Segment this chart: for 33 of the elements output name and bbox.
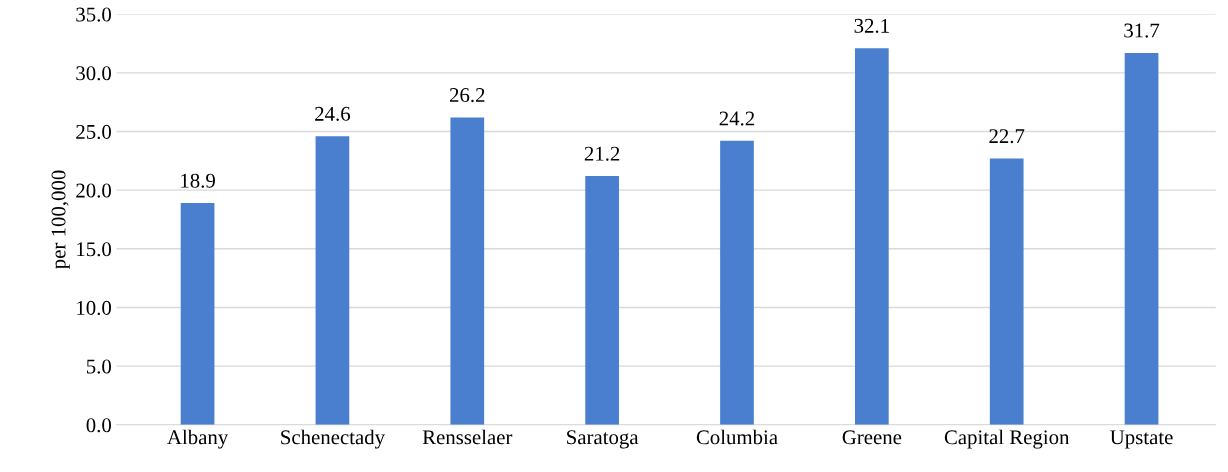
bar: [854, 48, 889, 425]
x-tick-label: Upstate: [1110, 430, 1173, 449]
y-tick-label: 35.0: [76, 7, 111, 22]
y-axis-title: per 100,000: [51, 170, 70, 269]
bar: [720, 140, 754, 425]
y-tick-label: 15.0: [77, 242, 111, 257]
data-label: 26.2: [449, 88, 485, 103]
y-tick-label: 30.0: [76, 66, 111, 81]
y-tick-label: 20.0: [76, 183, 111, 198]
data-label: 32.1: [854, 18, 889, 33]
bar: [585, 176, 619, 425]
data-label: 22.7: [989, 129, 1025, 144]
data-label: 31.7: [1124, 23, 1160, 38]
x-tick-label: Greene: [842, 430, 902, 445]
data-label: 24.6: [315, 106, 351, 121]
y-tick-label: 0.0: [86, 418, 111, 433]
bar: [450, 117, 485, 425]
y-tick-label: 25.0: [76, 124, 111, 140]
x-tick-label: Albany: [167, 429, 229, 449]
bar: [1124, 52, 1159, 425]
bar: [180, 203, 215, 425]
x-tick-label: Columbia: [696, 429, 778, 445]
x-tick-label: Capital Region: [944, 429, 1070, 449]
x-tick-label: Rensselaer: [422, 429, 513, 445]
x-tick-label: Schenectady: [281, 429, 385, 449]
y-tick-label: 10.0: [77, 300, 111, 315]
data-label: 21.2: [584, 146, 620, 161]
bar: [315, 136, 350, 425]
y-tick-label: 5.0: [86, 359, 111, 374]
data-label: 18.9: [181, 173, 215, 188]
bar: [989, 158, 1024, 425]
data-label: 24.2: [719, 111, 755, 126]
x-tick-label: Saratoga: [567, 430, 639, 449]
